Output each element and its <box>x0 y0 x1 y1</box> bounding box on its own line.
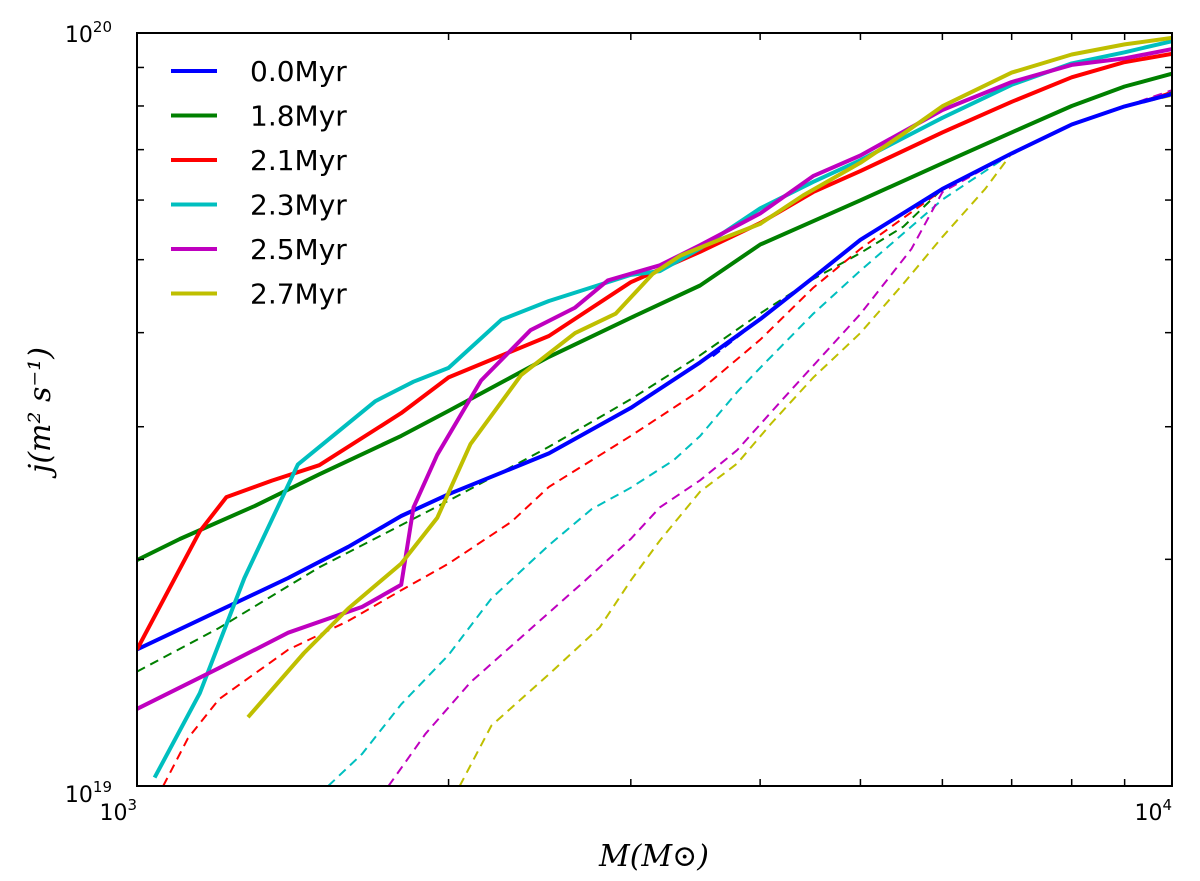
series-line-2-5myr <box>137 47 1172 711</box>
x-axis-label: M(M⊙) <box>598 839 709 874</box>
x-tick-label-1000: 103 <box>99 796 137 826</box>
plot-lines <box>137 35 1172 786</box>
minor-ticks <box>137 33 1172 786</box>
x-tick-label-10000: 104 <box>1134 796 1172 826</box>
plot-frame <box>136 32 1173 787</box>
y-tick-label-1e19: 1019 <box>65 778 112 808</box>
legend-label-0-0myr: 0.0Myr <box>250 55 347 88</box>
y-tick-label-1e20: 1020 <box>65 18 112 48</box>
y-axis-label: j(m² s⁻¹) <box>23 347 58 479</box>
legend-label-2-7myr: 2.7Myr <box>250 278 347 311</box>
series-line-2-3myr <box>152 39 1172 779</box>
series-line-0-0myr <box>137 92 1172 652</box>
series-line-2-7myr <box>246 35 1172 719</box>
legend-label-2-3myr: 2.3Myr <box>250 189 347 222</box>
legend: 0.0Myr 1.8Myr 2.1Myr 2.3Myr 2.5Myr 2.7Myr <box>171 55 347 311</box>
legend-label-2-1myr: 2.1Myr <box>250 144 347 177</box>
legend-label-2-5myr: 2.5Myr <box>250 233 347 266</box>
legend-label-1-8myr: 1.8Myr <box>250 100 347 133</box>
